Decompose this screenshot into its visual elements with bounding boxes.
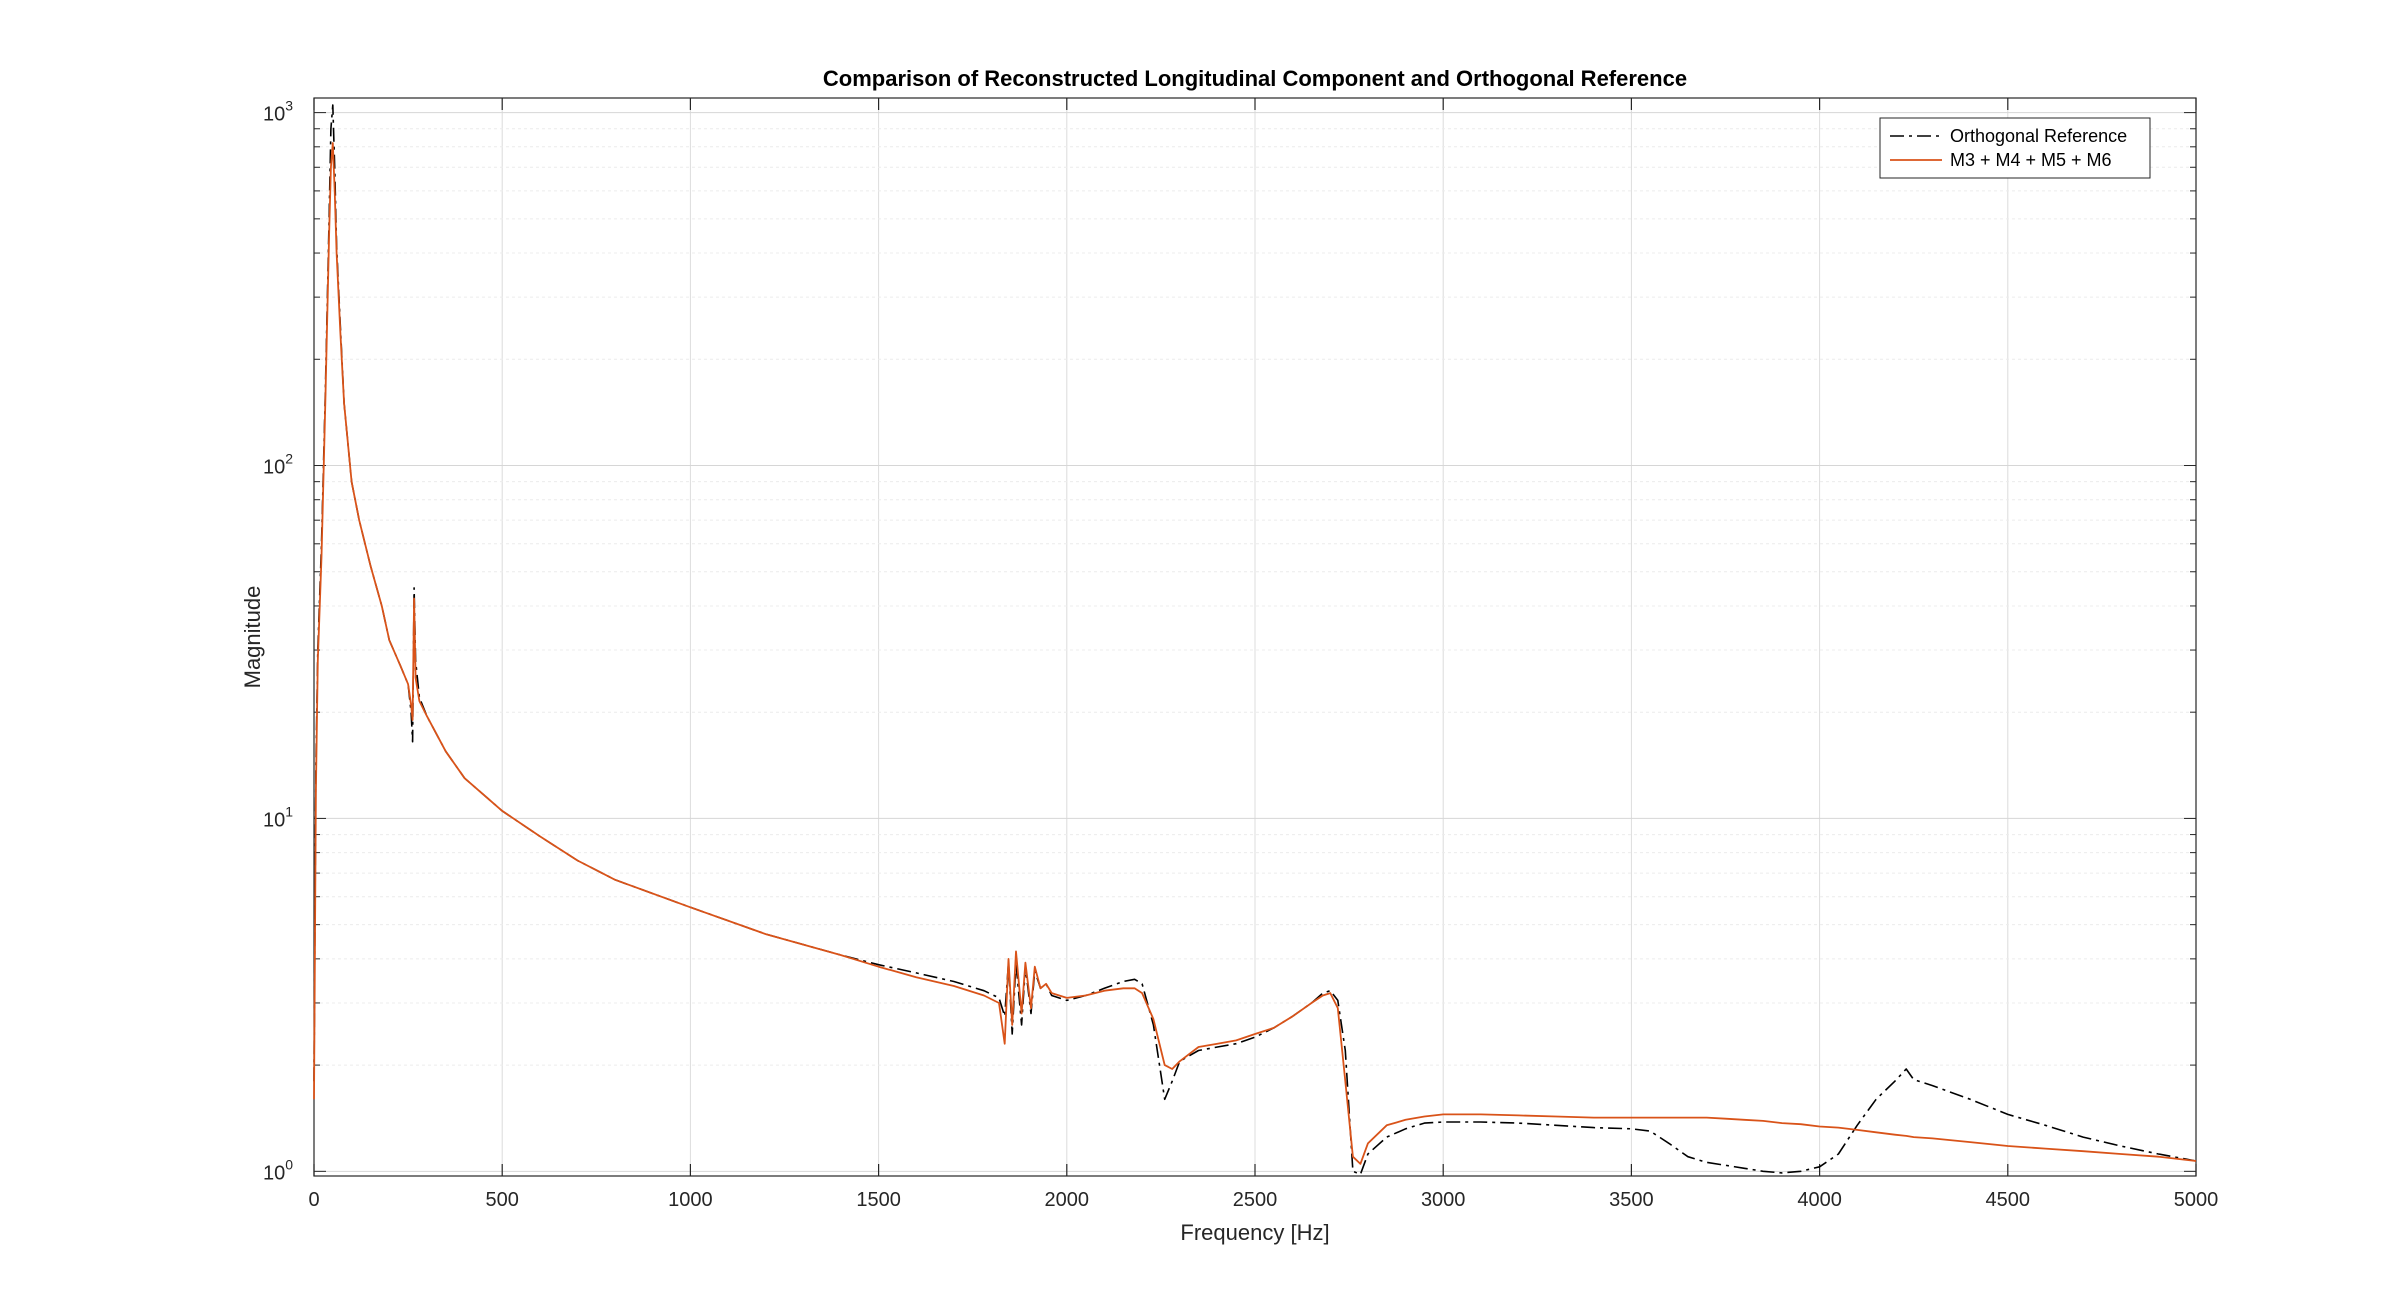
legend-box	[1879, 117, 2151, 179]
legend-entry-label: Orthogonal Reference	[1950, 126, 2127, 146]
y-tick-exponent: 0	[285, 1156, 293, 1172]
chart-title: Comparison of Reconstructed Longitudinal…	[823, 66, 1687, 91]
x-tick-label: 5000	[2174, 1189, 2219, 1211]
grid	[313, 98, 2197, 1176]
series-line-m3-m6	[313, 142, 2197, 1165]
y-tick-exponent: 1	[285, 803, 293, 819]
y-tick-exponent: 2	[285, 451, 293, 467]
x-tick-label: 4000	[1797, 1189, 1842, 1211]
y-tick-label: 101	[263, 803, 293, 831]
x-axis-label: Frequency [Hz]	[1180, 1220, 1329, 1245]
y-tick-exponent: 3	[285, 98, 293, 114]
y-tick-label: 103	[263, 98, 293, 126]
x-tick-label: 1000	[668, 1189, 713, 1211]
x-tick-label: 4500	[1986, 1189, 2031, 1211]
x-tick-label: 500	[486, 1189, 519, 1211]
y-tick-label: 100	[263, 1156, 293, 1184]
y-tick-base: 10	[263, 1162, 285, 1184]
y-tick-base: 10	[263, 104, 285, 126]
y-tick-label: 102	[263, 451, 293, 479]
x-tick-label: 3000	[1421, 1189, 1466, 1211]
series-layer	[313, 104, 2197, 1176]
x-tick-label: 2000	[1045, 1189, 1090, 1211]
y-axis-label: Magnitude	[240, 586, 265, 689]
x-tick-label: 1500	[856, 1189, 901, 1211]
legend-entry-label: M3 + M4 + M5 + M6	[1950, 150, 2112, 170]
axis-ticks: 0 500 1000 1500 2000 2500 3000 3500 4000 4500 5000…	[263, 98, 2218, 1211]
x-tick-label: 3500	[1609, 1189, 1654, 1211]
y-tick-base: 10	[263, 457, 285, 479]
x-tick-label: 0	[308, 1189, 319, 1211]
x-tick-label: 2500	[1233, 1189, 1278, 1211]
legend: Orthogonal Reference M3 + M4 + M5 + M6	[1879, 117, 2151, 179]
y-tick-base: 10	[263, 809, 285, 831]
